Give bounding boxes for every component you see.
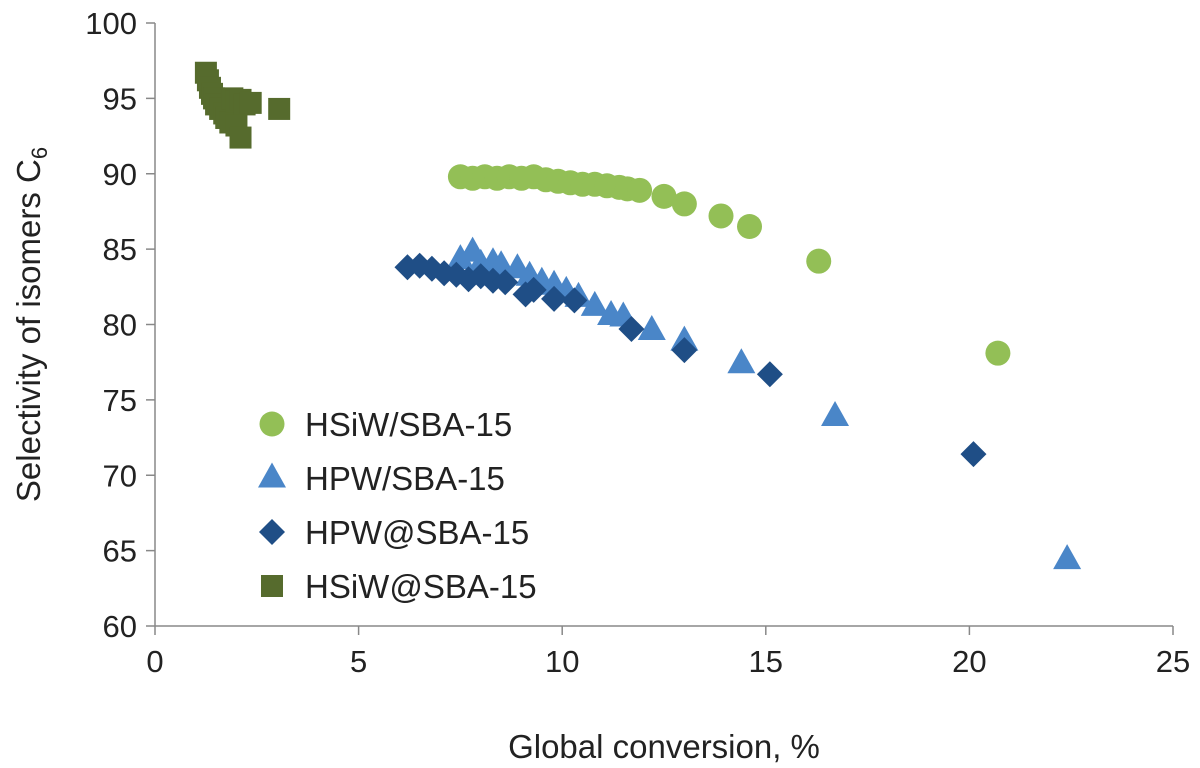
data-point-circle [671,191,697,217]
y-tick-label: 100 [85,6,137,41]
legend-label: HPW/SBA-15 [305,460,505,497]
x-axis-title: Global conversion, % [508,728,820,765]
data-point-triangle [580,290,609,316]
legend-item: HSiW/SBA-15 [259,406,512,443]
x-tick-label: 0 [146,644,163,679]
y-axis-title-subscript: 6 [27,147,52,159]
data-point-triangle [637,315,666,341]
data-point-diamond [561,287,588,314]
y-tick-label: 95 [103,81,137,116]
y-tick-label: 85 [103,232,137,267]
y-tick-label: 70 [103,458,137,493]
data-point-square [229,126,252,149]
data-point-diamond [492,269,519,296]
series-diamond [394,252,987,468]
data-point-diamond [671,337,698,364]
y-axis-title: Selectivity of isomers C6 [10,147,52,502]
data-point-diamond [618,316,645,343]
data-point-square [268,97,291,120]
x-ticks: 0 5 10 15 20 25 [146,626,1190,679]
data-point-diamond [541,285,568,312]
legend-item: HPW@SBA-15 [259,514,529,551]
x-tick-label: 20 [952,644,986,679]
data-point-circle [627,177,653,203]
y-tick-label: 65 [103,534,137,569]
data-point-triangle [727,348,756,374]
data-point-diamond [756,361,783,388]
data-point-circle [806,248,832,274]
y-ticks: 60 65 70 75 80 85 90 95 100 [85,6,155,644]
data-point-triangle [1053,544,1082,570]
y-tick-label: 80 [103,308,137,343]
legend-label: HPW@SBA-15 [305,514,529,551]
y-axis-title-main: Selectivity of isomers C [10,159,47,502]
data-point-circle [985,340,1011,366]
legend-marker-circle [259,411,285,437]
legend-marker-square [261,575,283,597]
legend-item: HSiW@SBA-15 [261,568,537,605]
x-tick-label: 10 [545,644,579,679]
y-tick-label: 75 [103,383,137,418]
data-point-circle [737,214,763,240]
data-point-square [239,91,262,114]
plot-points [194,61,1082,570]
series-circle [447,164,1011,366]
series-square [194,61,291,149]
legend: HSiW/SBA-15 HPW/SBA-15 HPW@SBA-15 HSiW@SBA-… [258,406,537,605]
y-tick-label: 60 [103,609,137,644]
axes: 0 5 10 15 20 25 60 65 70 75 80 85 90 95 100 [85,6,1190,679]
legend-marker-triangle [258,462,286,488]
y-tick-label: 90 [103,157,137,192]
legend-label: HSiW/SBA-15 [305,406,512,443]
x-tick-label: 25 [1156,644,1190,679]
data-point-diamond [960,441,987,468]
legend-item: HPW/SBA-15 [258,460,505,497]
legend-label: HSiW@SBA-15 [305,568,537,605]
data-point-triangle [446,244,475,270]
data-point-circle [651,183,677,209]
x-tick-label: 15 [749,644,783,679]
x-tick-label: 5 [350,644,367,679]
data-point-triangle [821,400,850,426]
data-point-circle [708,203,734,229]
data-point-diamond [520,276,547,303]
legend-marker-diamond [259,519,285,545]
